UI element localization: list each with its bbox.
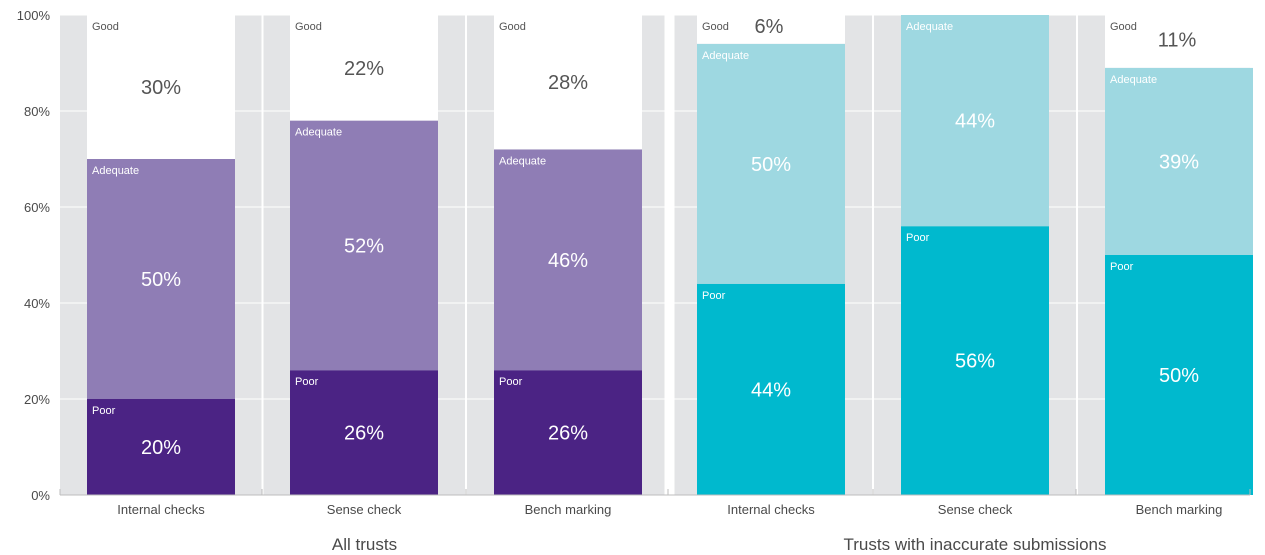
segment-name-label: Poor bbox=[702, 290, 726, 302]
bar-segment-adequate bbox=[697, 43, 845, 284]
data-label: 56% bbox=[955, 351, 995, 373]
bar-segment-poor bbox=[1105, 255, 1253, 495]
data-label: 50% bbox=[141, 269, 181, 291]
group-label: All trusts bbox=[332, 535, 397, 554]
segment-name-label: Good bbox=[295, 21, 322, 33]
segment-name-label: Adequate bbox=[92, 165, 139, 177]
data-label: 20% bbox=[141, 437, 181, 459]
bar-segment-poor bbox=[901, 226, 1049, 495]
data-label: 44% bbox=[751, 379, 791, 401]
y-tick-label: 100% bbox=[17, 8, 51, 23]
segment-name-label: Adequate bbox=[906, 21, 953, 33]
band-separator bbox=[872, 15, 874, 495]
bar-segment-good bbox=[697, 15, 845, 44]
bar-segment-poor bbox=[697, 283, 845, 495]
segment-name-label: Adequate bbox=[702, 50, 749, 62]
y-tick-label: 20% bbox=[24, 392, 50, 407]
category-label: Internal checks bbox=[117, 502, 205, 517]
y-tick-label: 80% bbox=[24, 104, 50, 119]
category-label: Sense check bbox=[938, 502, 1013, 517]
category-label: Bench marking bbox=[1136, 502, 1223, 517]
bar-segment-good bbox=[290, 15, 438, 121]
y-tick-label: 60% bbox=[24, 200, 50, 215]
segment-name-label: Good bbox=[92, 21, 119, 33]
segment-name-label: Adequate bbox=[1110, 74, 1157, 86]
bar-segment-good bbox=[494, 15, 642, 150]
segment-name-label: Poor bbox=[92, 405, 116, 417]
bar-segment-adequate bbox=[494, 149, 642, 371]
segment-name-label: Good bbox=[1110, 21, 1137, 33]
bar-segment-adequate bbox=[901, 15, 1049, 227]
bar-segment-poor bbox=[494, 370, 642, 495]
segment-name-label: Poor bbox=[295, 376, 319, 388]
bar-segment-poor bbox=[290, 370, 438, 495]
segment-name-label: Good bbox=[702, 21, 729, 33]
y-tick-label: 0% bbox=[31, 488, 50, 503]
category-label: Sense check bbox=[327, 502, 402, 517]
data-label: 22% bbox=[344, 58, 384, 80]
data-label: 52% bbox=[344, 235, 384, 257]
band-separator bbox=[465, 15, 467, 495]
data-label: 50% bbox=[751, 154, 791, 176]
data-label: 30% bbox=[141, 77, 181, 99]
data-label: 26% bbox=[548, 423, 588, 445]
bar-segment-adequate bbox=[87, 159, 235, 399]
data-label: 44% bbox=[955, 111, 995, 133]
bar-segment-adequate bbox=[1105, 67, 1253, 255]
segment-name-label: Adequate bbox=[295, 127, 342, 139]
data-label: 39% bbox=[1159, 151, 1199, 173]
segment-name-label: Poor bbox=[1110, 261, 1134, 273]
data-label: 11% bbox=[1158, 29, 1197, 51]
bar-segment-good bbox=[87, 15, 235, 159]
data-label: 6% bbox=[755, 16, 784, 38]
data-label: 26% bbox=[344, 423, 384, 445]
category-label: Bench marking bbox=[525, 502, 612, 517]
band-separator bbox=[1076, 15, 1078, 495]
y-tick-label: 40% bbox=[24, 296, 50, 311]
bar-segment-poor bbox=[87, 399, 235, 495]
bar-segment-good bbox=[1105, 15, 1253, 68]
band-separator bbox=[664, 15, 675, 495]
segment-name-label: Poor bbox=[906, 232, 930, 244]
segment-name-label: Adequate bbox=[499, 155, 546, 167]
segment-name-label: Good bbox=[499, 21, 526, 33]
data-label: 50% bbox=[1159, 365, 1199, 387]
category-label: Internal checks bbox=[727, 502, 815, 517]
data-label: 28% bbox=[548, 72, 588, 94]
group-label: Trusts with inaccurate submissions bbox=[844, 535, 1107, 554]
band-separator bbox=[261, 15, 264, 495]
segment-name-label: Poor bbox=[499, 376, 523, 388]
plot-background bbox=[60, 15, 1250, 495]
bar-segment-adequate bbox=[290, 120, 438, 371]
data-label: 46% bbox=[548, 250, 588, 272]
